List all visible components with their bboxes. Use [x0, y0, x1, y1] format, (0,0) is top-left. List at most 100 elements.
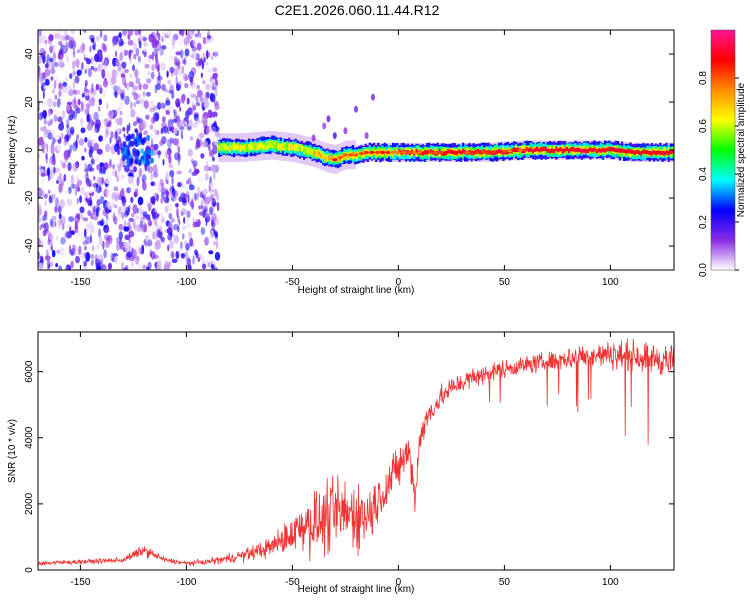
spectrogram-speckle [177, 145, 180, 155]
spectrogram-ridge [269, 143, 272, 148]
spectrogram-speckle [45, 154, 48, 165]
spectrogram-speckle [38, 215, 41, 224]
spectrogram-ridge [311, 149, 314, 154]
spectrogram-speckle [98, 228, 102, 238]
spectrogram-ridge [398, 148, 401, 154]
spectrogram-speckle [45, 152, 48, 160]
spectrogram-speckle [137, 30, 142, 36]
spectrogram-speckle [121, 61, 127, 69]
spectrogram-speckle [89, 45, 92, 53]
spectrogram-speckle [54, 167, 61, 173]
spectrogram-peak [342, 153, 348, 157]
spectrogram-speckle [65, 76, 68, 83]
spectrogram-speckle [58, 265, 62, 270]
spectrogram-speckle [104, 176, 111, 185]
spectrogram-speckle [49, 46, 53, 54]
spectrogram-speckle [134, 158, 139, 165]
spectrogram-speckle [122, 217, 125, 222]
spectrogram-speckle [156, 150, 162, 156]
spectrogram-speckle [181, 233, 185, 240]
spectrogram-speckle [72, 142, 78, 152]
spectrogram-speckle [70, 153, 73, 161]
spectrogram-peak [374, 150, 380, 154]
spectrogram-speckle [151, 51, 154, 61]
spectrogram-speckle [83, 260, 88, 267]
spectrogram-x-ticks: -150 -100 -50 0 50 100 [70, 30, 619, 288]
spectrogram-speckle [143, 51, 147, 58]
spectrogram-ridge [300, 146, 304, 151]
spectrogram-peak [645, 150, 650, 154]
spectrogram-speckle [202, 140, 208, 148]
spectrogram-speckle [80, 100, 84, 111]
spectrogram-speckle [174, 152, 180, 161]
spectrogram-speckle [173, 56, 178, 67]
spectrogram-speckle [206, 161, 209, 166]
spectrogram-speckle [180, 208, 187, 216]
spectrogram-speckle [194, 193, 197, 202]
spectrogram-ridge [305, 146, 308, 152]
spectrogram-speckle [92, 211, 96, 221]
spectrogram-speckle [169, 231, 173, 237]
spectrogram-ridge [542, 146, 545, 152]
spectrogram-speckle [142, 181, 147, 191]
spectrogram-speckle [38, 136, 44, 146]
spectrogram-ridge [415, 149, 418, 154]
spectrogram-ridge [442, 151, 446, 156]
spectrogram-speckle [58, 90, 62, 98]
spectrogram-speckle [158, 149, 161, 159]
spectrogram-speckle [121, 174, 124, 180]
spectrogram-speckle [151, 224, 154, 234]
spectrogram-speckle [103, 224, 109, 233]
spectrogram-speckle [130, 261, 135, 267]
x-tick-label: -50 [285, 577, 300, 588]
spectrogram-speckle [88, 179, 93, 188]
spectrogram-speckle [48, 110, 51, 117]
spectrogram-speckle [114, 118, 119, 124]
spectrogram-speckle [150, 157, 155, 164]
spectrogram-speckle [203, 57, 206, 63]
spectrogram-speckle [77, 186, 80, 192]
spectrogram-speckle [56, 98, 61, 108]
spectrogram-speckle [129, 184, 132, 195]
spectrogram-speckle [55, 32, 61, 40]
spectrogram-speckle [180, 253, 186, 258]
spectrogram-speckle [84, 83, 87, 91]
spectrogram-speckle [188, 119, 193, 127]
spectrogram-speckle [125, 222, 128, 227]
spectrogram-speckle [84, 108, 89, 115]
spectrogram-speckle [185, 30, 192, 40]
spectrogram-speckle [42, 90, 45, 99]
spectrogram-speckle [85, 236, 91, 245]
spectrogram-speckle [53, 61, 57, 67]
spectrogram-data [38, 30, 674, 270]
spectrogram-speckle [93, 176, 96, 181]
spectrogram-speckle [117, 85, 121, 91]
spectrogram-speckle [157, 102, 162, 110]
spectrogram-speckle [216, 239, 218, 250]
spectrogram-speckle [125, 82, 130, 91]
spectrogram-ridge [580, 149, 583, 154]
spectrogram-speckle [130, 140, 135, 147]
spectrogram-speckle [204, 61, 209, 66]
spectrogram-speckle [115, 106, 122, 115]
spectrogram-ridge [218, 145, 221, 151]
spectrogram-speckle [128, 172, 133, 177]
spectrogram-speckle [144, 235, 150, 241]
spectrogram-peak [607, 148, 613, 152]
spectrogram-speckle [57, 223, 62, 229]
spectrogram-speckle [137, 196, 144, 206]
spectrogram-speckle [113, 216, 118, 225]
x-tick-label: -50 [285, 277, 300, 288]
spectrogram-speckle [136, 117, 140, 123]
spectrogram-speckle [60, 159, 63, 166]
spectrogram-speckle [205, 216, 211, 223]
spectrogram-speckle [91, 56, 94, 64]
spectrogram-speckle [96, 244, 99, 250]
spectrogram-speckle [107, 55, 111, 60]
spectrogram-speckle [172, 109, 177, 114]
spectrogram-speckle [199, 97, 205, 102]
spectrogram-peak [364, 150, 370, 154]
spectrogram-speckle [146, 266, 149, 270]
spectrogram-speckle [144, 63, 150, 69]
spectrogram-speckle [80, 117, 84, 126]
